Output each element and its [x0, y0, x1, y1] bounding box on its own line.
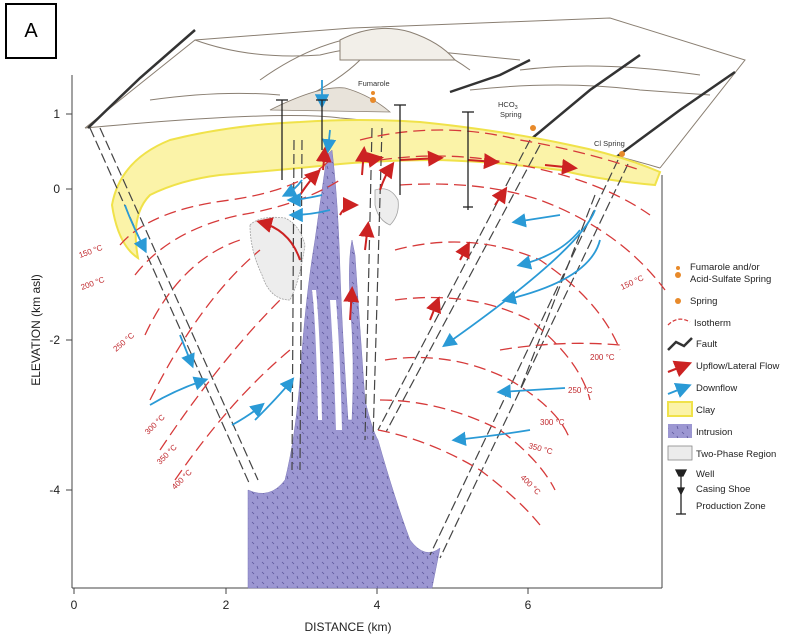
- y-tick-label: -2: [49, 333, 60, 347]
- isotherm-label: 350 °C: [155, 443, 179, 467]
- upflow-arrows: [256, 146, 578, 321]
- two-phase-region: [249, 216, 306, 301]
- summit-dome: [269, 87, 392, 113]
- isotherm-label: 200 °C: [590, 353, 615, 362]
- y-tick-label: -4: [49, 483, 60, 497]
- x-tick-label: 2: [223, 598, 230, 612]
- legend-label: Fault: [696, 339, 717, 350]
- x-tick-label: 0: [71, 598, 78, 612]
- y-tick-label: 1: [53, 107, 60, 121]
- legend-label: Production Zone: [696, 501, 766, 512]
- x-axis-label: DISTANCE (km): [304, 620, 391, 634]
- legend-upflow-icon: [667, 360, 693, 378]
- isotherms: [119, 129, 666, 526]
- isotherm-labels-left: 150 °C 200 °C 250 °C 300 °C 350 °C 400 °…: [78, 243, 194, 491]
- two-phase-region: [374, 188, 399, 226]
- x-tick-label: 6: [525, 598, 532, 612]
- isotherm-label: 250 °C: [568, 386, 593, 395]
- isotherm-label: 400 °C: [170, 468, 194, 492]
- hco3-spring-word: Spring: [500, 110, 522, 119]
- legend-fault-icon: [667, 337, 693, 351]
- volcano-peak: [339, 27, 457, 61]
- legend-intrusion-swatch: [668, 424, 692, 438]
- cl-spring-label: Cl Spring: [594, 139, 625, 148]
- intrusion: [247, 149, 441, 589]
- legend: Fumarole and/or Acid-Sulfate Spring Spri…: [667, 262, 780, 515]
- legend-label: Spring: [690, 296, 717, 307]
- legend-spring-icon: [675, 298, 681, 304]
- isotherm-labels-right: 150 °C 200 °C 250 °C 300 °C 350 °C 400 °…: [519, 273, 646, 497]
- legend-label: Downflow: [696, 383, 737, 394]
- y-ticks: 1 0 -2 -4: [49, 107, 72, 497]
- legend-label: Acid-Sulfate Spring: [690, 274, 771, 285]
- legend-label: Intrusion: [696, 427, 732, 438]
- isotherm-label: 150 °C: [78, 243, 104, 260]
- intrusion-fingers: [312, 290, 342, 430]
- surface-fault-lines: [87, 29, 736, 160]
- legend-well-icon: [674, 469, 688, 515]
- isotherm-label: 350 °C: [527, 441, 553, 456]
- legend-label: Fumarole and/or: [690, 262, 760, 273]
- isotherm-label: 300 °C: [143, 413, 167, 437]
- legend-two-phase-swatch: [667, 445, 693, 461]
- isotherm-label: 150 °C: [619, 273, 645, 292]
- legend-fumarole-icon: [675, 266, 681, 278]
- panel-label: A: [5, 3, 57, 59]
- legend-label: Isotherm: [694, 318, 731, 329]
- isotherm-label: 300 °C: [540, 418, 565, 427]
- x-tick-label: 4: [374, 598, 381, 612]
- x-ticks: 0 2 4 6: [71, 588, 532, 612]
- hco3-spring-label: HCO3: [498, 100, 518, 111]
- isotherm-label: 200 °C: [80, 275, 106, 292]
- y-axis-label: ELEVATION (km asl): [29, 274, 43, 386]
- legend-label: Upflow/Lateral Flow: [696, 361, 780, 372]
- y-tick-label: 0: [53, 182, 60, 196]
- legend-downflow-icon: [667, 383, 692, 398]
- legend-isotherm-icon: [667, 318, 691, 326]
- surface-springs: [370, 91, 625, 157]
- legend-label: Two-Phase Region: [696, 449, 776, 460]
- isotherm-label: 400 °C: [519, 473, 543, 497]
- wells: [276, 99, 474, 210]
- legend-label: Well: [696, 469, 714, 480]
- downflow-arrows: [124, 80, 601, 446]
- legend-clay-swatch: [667, 401, 693, 417]
- isotherm-label: 250 °C: [112, 331, 137, 354]
- legend-label: Casing Shoe: [696, 484, 750, 495]
- fumarole-label: Fumarole: [358, 79, 390, 88]
- legend-label: Clay: [696, 405, 715, 416]
